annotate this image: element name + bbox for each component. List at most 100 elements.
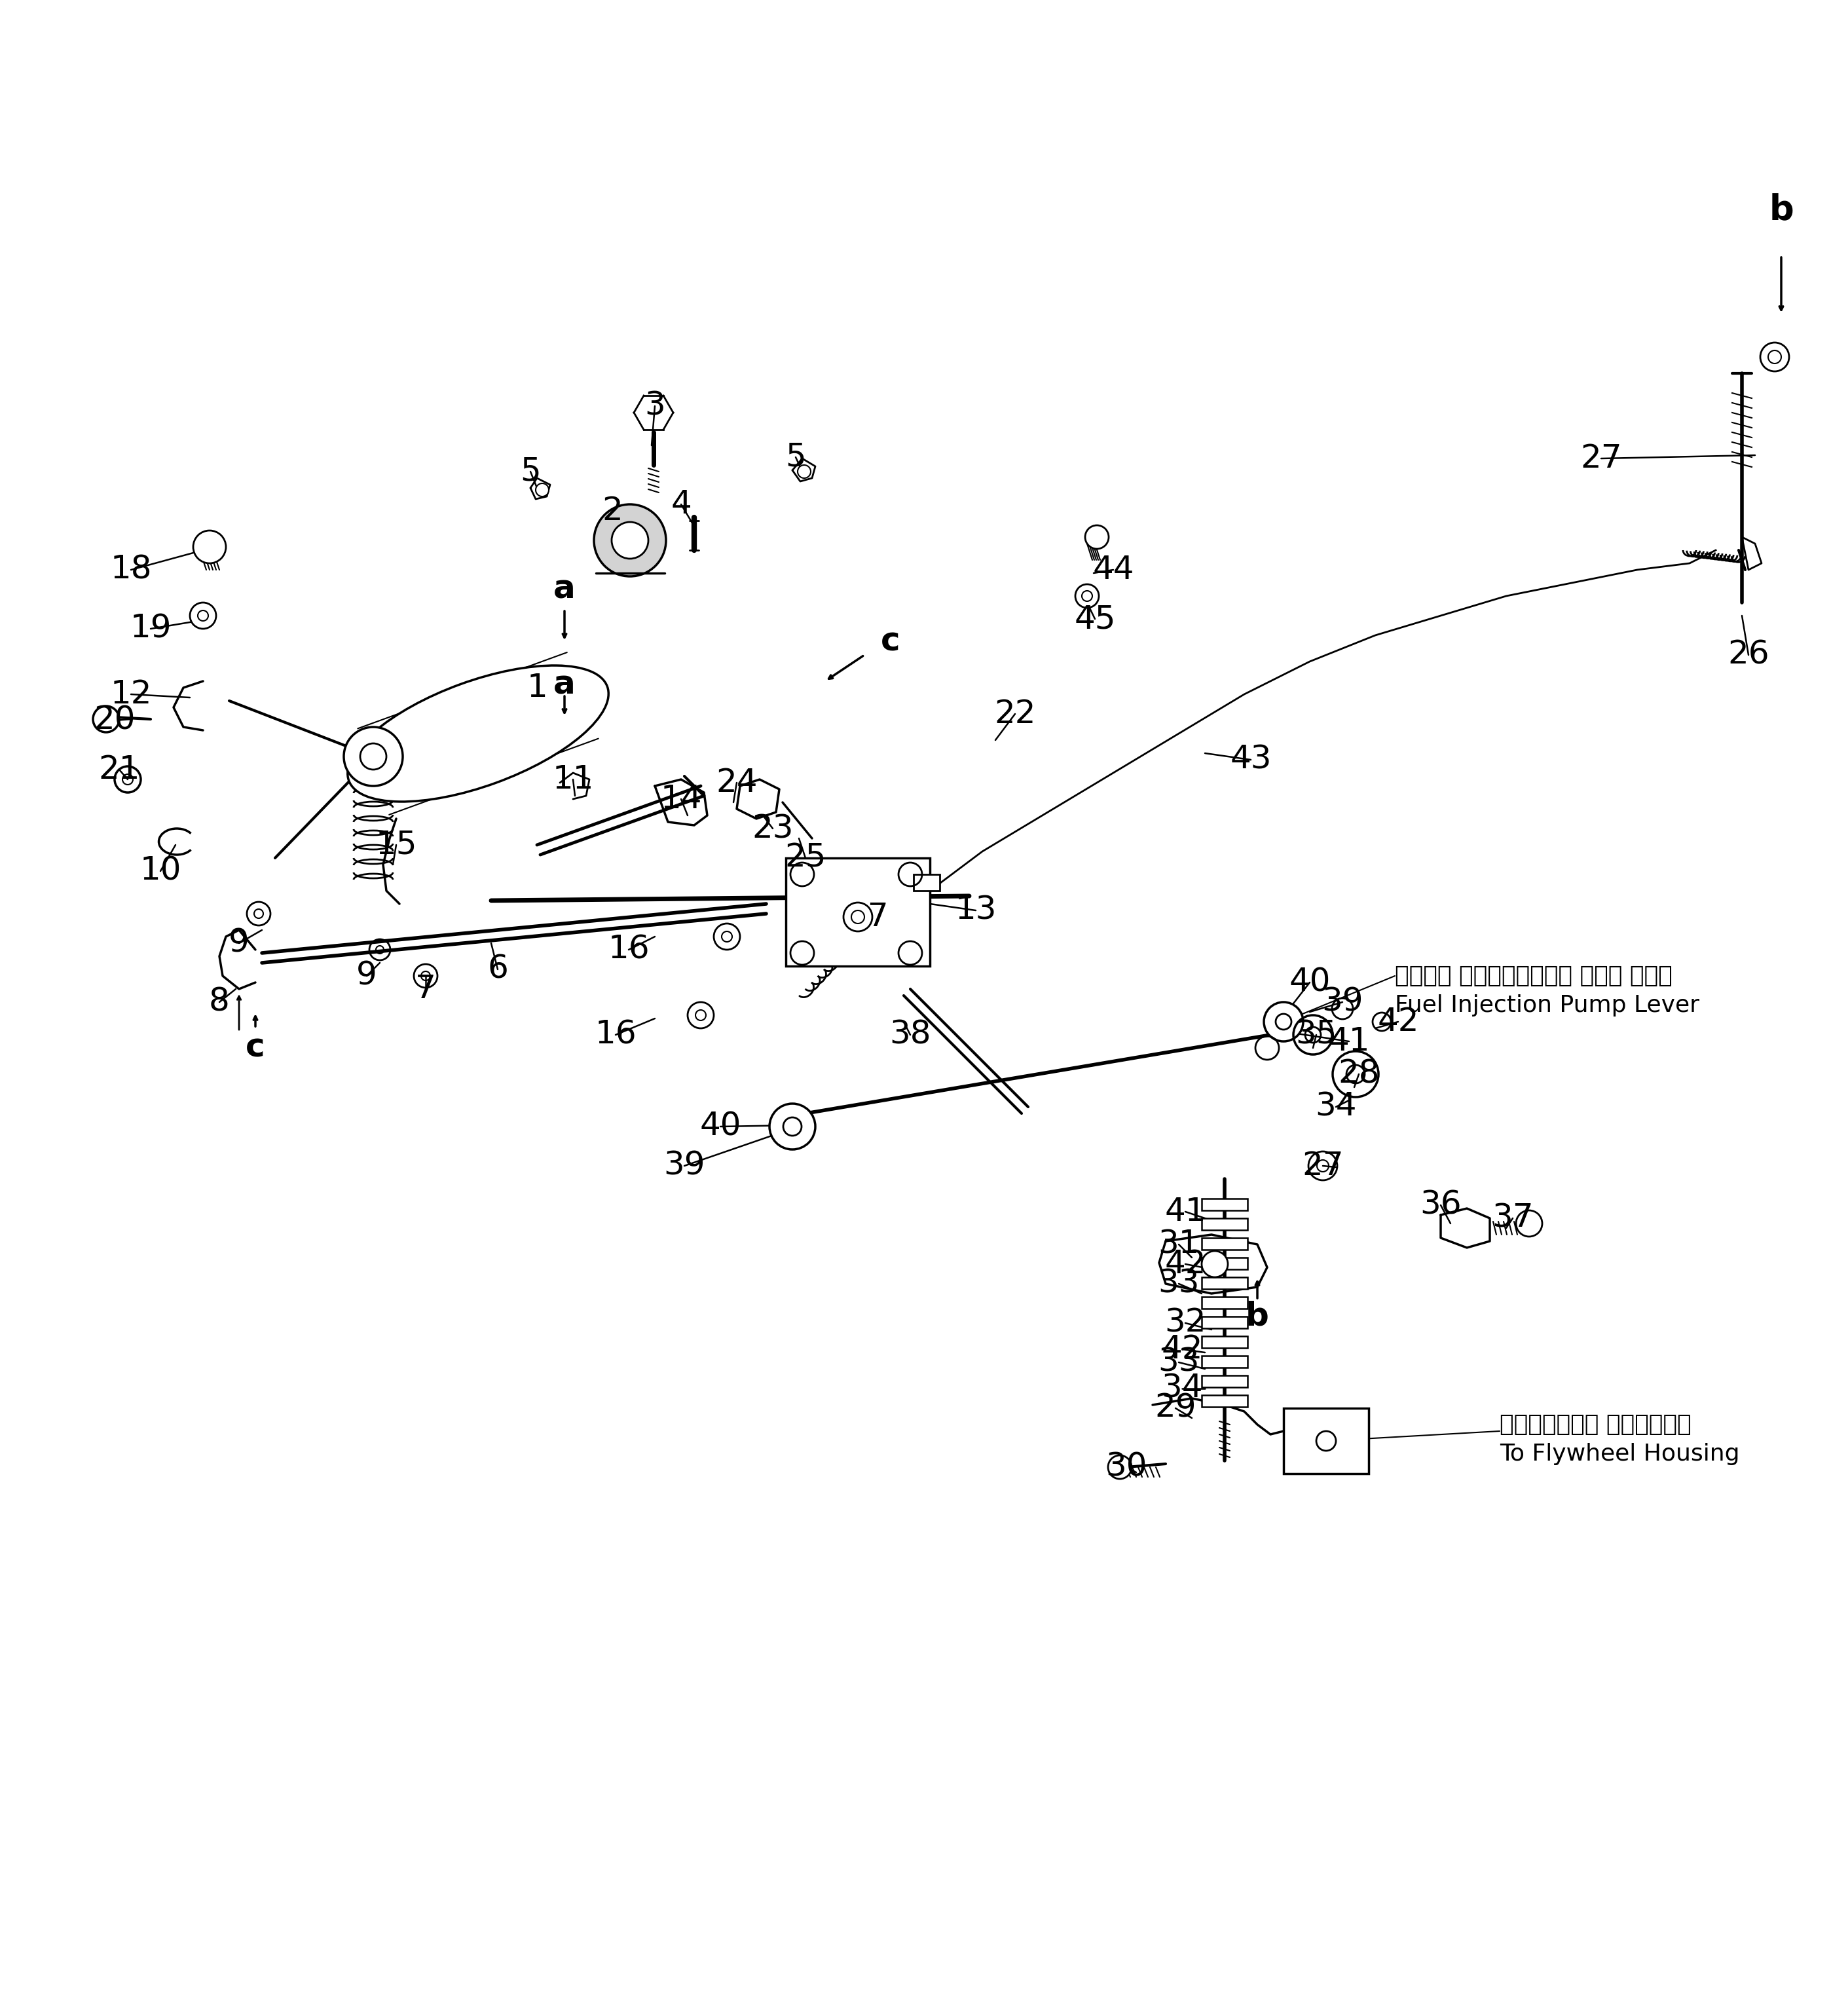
Text: 5: 5 <box>785 442 806 474</box>
Text: 16: 16 <box>595 1020 637 1050</box>
Text: 43: 43 <box>1230 744 1271 776</box>
Text: 41: 41 <box>1327 1026 1370 1056</box>
Circle shape <box>696 1010 707 1020</box>
Circle shape <box>593 504 666 577</box>
Circle shape <box>714 923 740 950</box>
Circle shape <box>1108 1456 1132 1480</box>
Text: 23: 23 <box>753 812 793 845</box>
Text: 34: 34 <box>1161 1373 1203 1405</box>
Text: 30: 30 <box>1106 1452 1148 1484</box>
Text: 44: 44 <box>1093 554 1133 585</box>
Text: 37: 37 <box>1492 1202 1534 1234</box>
Text: 12: 12 <box>110 679 152 710</box>
Bar <box>785 859 930 966</box>
Circle shape <box>361 744 386 770</box>
Text: 24: 24 <box>716 766 758 798</box>
Bar <box>1201 1395 1247 1407</box>
Text: 39: 39 <box>663 1151 705 1181</box>
Text: フライホイール ハウジングへ: フライホイール ハウジングへ <box>1500 1413 1692 1435</box>
Text: 6: 6 <box>487 954 509 986</box>
Circle shape <box>769 1103 815 1149</box>
Text: 22: 22 <box>994 698 1036 730</box>
Circle shape <box>1263 1002 1304 1042</box>
Text: 7: 7 <box>416 974 436 1004</box>
Circle shape <box>536 484 549 496</box>
Circle shape <box>1516 1210 1542 1236</box>
Text: 33: 33 <box>1157 1347 1199 1379</box>
Bar <box>1284 1409 1368 1474</box>
Text: 36: 36 <box>1419 1189 1461 1222</box>
Text: 21: 21 <box>99 754 139 786</box>
Bar <box>1201 1357 1247 1367</box>
Text: 32: 32 <box>1165 1306 1207 1339</box>
Bar <box>1201 1238 1247 1250</box>
Text: 8: 8 <box>209 986 229 1018</box>
Circle shape <box>844 903 872 931</box>
Text: 40: 40 <box>1289 968 1331 998</box>
Text: a: a <box>553 669 575 700</box>
Text: 9: 9 <box>229 927 249 960</box>
Text: Fuel Injection Pump Lever: Fuel Injection Pump Lever <box>1395 994 1699 1016</box>
Circle shape <box>1086 526 1110 548</box>
Circle shape <box>190 603 216 629</box>
Text: フェエル インジェクション ポンプ レバー: フェエル インジェクション ポンプ レバー <box>1395 966 1672 988</box>
Circle shape <box>344 728 403 786</box>
Circle shape <box>93 706 119 732</box>
Bar <box>1201 1278 1247 1288</box>
Text: c: c <box>881 627 901 657</box>
Circle shape <box>784 1117 802 1135</box>
Text: 11: 11 <box>553 764 593 794</box>
Text: 25: 25 <box>785 843 826 873</box>
Circle shape <box>198 611 209 621</box>
Text: 33: 33 <box>1157 1268 1199 1300</box>
Text: 35: 35 <box>1296 1020 1337 1050</box>
Circle shape <box>851 911 864 923</box>
Text: 42: 42 <box>1377 1006 1419 1038</box>
Text: 17: 17 <box>848 901 888 933</box>
Circle shape <box>1760 343 1789 371</box>
Text: 18: 18 <box>110 554 152 585</box>
Text: 14: 14 <box>661 784 701 814</box>
Text: b: b <box>1769 194 1794 226</box>
Circle shape <box>1769 351 1782 363</box>
Circle shape <box>1082 591 1093 601</box>
Text: 45: 45 <box>1075 603 1115 635</box>
Ellipse shape <box>348 665 608 802</box>
Text: 42: 42 <box>1161 1333 1203 1365</box>
Bar <box>1201 1296 1247 1308</box>
Circle shape <box>798 466 811 478</box>
Text: 4: 4 <box>670 488 692 520</box>
Bar <box>1201 1200 1247 1210</box>
Text: 31: 31 <box>1157 1228 1199 1260</box>
Text: 41: 41 <box>1165 1195 1207 1228</box>
Text: 38: 38 <box>890 1020 930 1050</box>
Text: 29: 29 <box>1155 1393 1196 1423</box>
Text: 15: 15 <box>375 829 417 861</box>
Text: 39: 39 <box>1322 986 1364 1018</box>
Bar <box>1201 1258 1247 1270</box>
Text: 26: 26 <box>1728 639 1769 671</box>
Text: 16: 16 <box>608 933 650 966</box>
Text: 9: 9 <box>357 960 377 992</box>
Text: 5: 5 <box>520 456 540 488</box>
Text: 27: 27 <box>1580 444 1622 474</box>
Text: 27: 27 <box>1302 1151 1344 1181</box>
Text: 1: 1 <box>527 671 547 704</box>
Circle shape <box>194 530 225 562</box>
Text: 2: 2 <box>602 496 623 526</box>
Text: 3: 3 <box>645 391 665 421</box>
Text: 40: 40 <box>699 1111 742 1143</box>
Text: 13: 13 <box>956 895 996 925</box>
Text: 42: 42 <box>1165 1248 1207 1280</box>
Bar <box>1201 1316 1247 1329</box>
Circle shape <box>612 522 648 558</box>
Circle shape <box>1201 1252 1229 1278</box>
Text: a: a <box>553 575 575 605</box>
Circle shape <box>688 1002 714 1028</box>
Bar <box>1201 1337 1247 1349</box>
Text: c: c <box>245 1032 265 1064</box>
Circle shape <box>721 931 732 941</box>
Circle shape <box>1276 1014 1291 1030</box>
Bar <box>1201 1375 1247 1387</box>
Text: To Flywheel Housing: To Flywheel Housing <box>1500 1443 1739 1466</box>
